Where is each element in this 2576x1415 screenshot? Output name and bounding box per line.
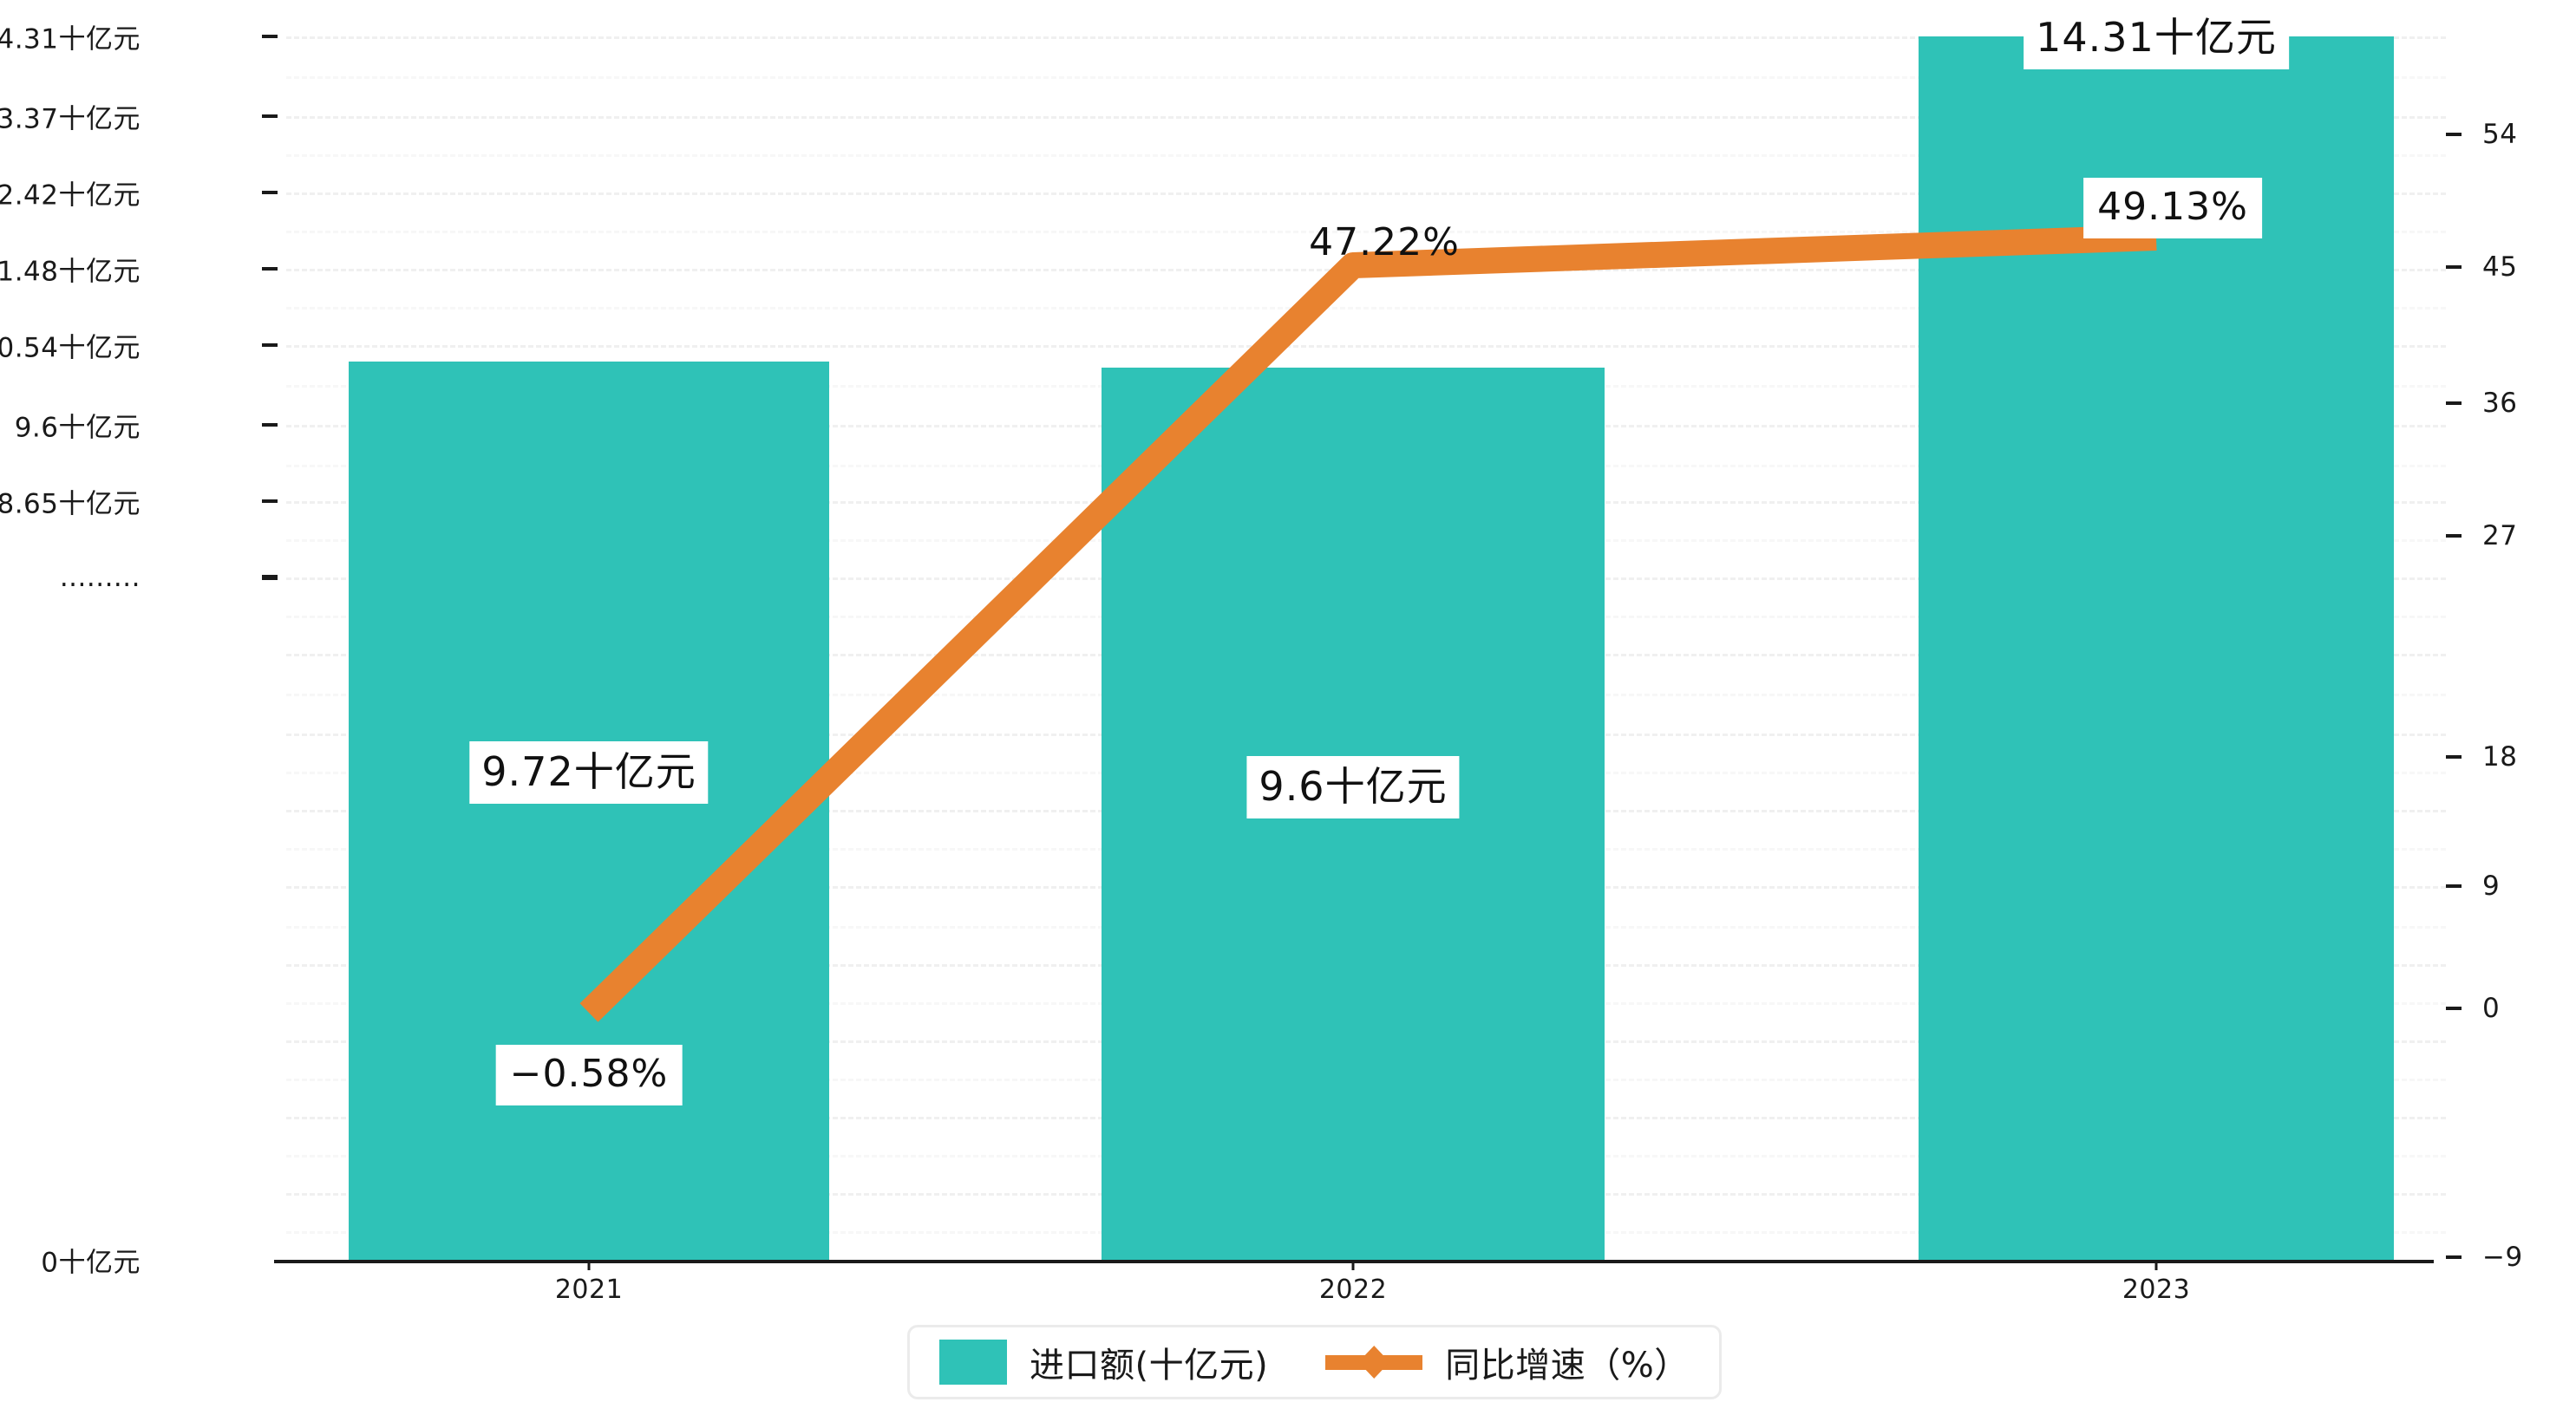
ytick-dash-right	[2446, 884, 2462, 888]
ytick-dash-left	[262, 423, 278, 427]
gridline-minor	[286, 76, 2446, 79]
ytick-dash-left	[262, 191, 278, 194]
ytick-label-left: 11.48十亿元	[0, 256, 141, 288]
ytick-label-right: 45	[2482, 251, 2518, 283]
line-value-label-2021: −0.58%	[495, 1045, 683, 1105]
ytick-label-right: 18	[2482, 741, 2518, 773]
xtick-label-2022: 2022	[1318, 1275, 1388, 1305]
ytick-dash-left	[262, 35, 278, 38]
ytick-label-left-zero: 0十亿元	[41, 1247, 141, 1279]
gridline-major	[286, 36, 2446, 39]
xtick-mark-2021	[587, 1260, 591, 1270]
ytick-dash-left	[262, 267, 278, 271]
line-value-label-2023: 49.13%	[2083, 178, 2262, 238]
ytick-dash-left	[262, 499, 278, 503]
line-value-label-2022: 47.22%	[1309, 220, 1460, 264]
ytick-dash-right	[2446, 534, 2462, 538]
ytick-label-right: 54	[2482, 119, 2518, 150]
ytick-label-left: 14.31十亿元	[0, 23, 141, 55]
ytick-dash-right	[2446, 401, 2462, 405]
xtick-label-2021: 2021	[554, 1275, 624, 1305]
ytick-label-right: 0	[2482, 993, 2501, 1024]
ytick-dash-right	[2446, 755, 2462, 759]
bar-value-label-2021: 9.72十亿元	[469, 741, 709, 804]
ytick-label-right: 27	[2482, 520, 2518, 551]
ytick-dash-left	[262, 575, 278, 580]
ytick-label-right: −9	[2482, 1242, 2523, 1273]
xtick-label-2023: 2023	[2122, 1275, 2191, 1305]
legend-item-import-value[interactable]: 进口额(十亿元)	[939, 1337, 1268, 1387]
xtick-mark-2022	[1351, 1260, 1355, 1270]
ytick-dash-left	[262, 114, 278, 118]
square-swatch-icon	[939, 1340, 1007, 1385]
ytick-dash-left	[262, 343, 278, 347]
ytick-label-right: 36	[2482, 388, 2518, 419]
gridline-minor	[286, 154, 2446, 157]
ytick-dash-right	[2446, 1007, 2462, 1010]
ytick-label-left: 12.42十亿元	[0, 179, 141, 212]
ytick-label-left: 8.65十亿元	[0, 488, 141, 520]
ytick-label-right: 9	[2482, 871, 2501, 902]
ytick-label-left: 9.6十亿元	[14, 412, 141, 444]
ytick-label-left: 10.54十亿元	[0, 332, 141, 364]
legend-label-growth-rate: 同比增速（%）	[1445, 1346, 1690, 1386]
line-diamond-icon	[1325, 1340, 1423, 1385]
gridline-major	[286, 192, 2446, 195]
ytick-dash-right	[2446, 133, 2462, 136]
ytick-label-left: 13.37十亿元	[0, 103, 141, 135]
ytick-dash-right	[2446, 1255, 2462, 1259]
legend-label-import-value: 进口额(十亿元)	[1030, 1346, 1269, 1386]
ytick-label-left-placeholder: .........	[59, 562, 141, 593]
bar-value-label-2023: 14.31十亿元	[2024, 7, 2289, 69]
chart-legend: 进口额(十亿元) 同比增速（%）	[907, 1325, 1722, 1399]
bar-value-label-2022: 9.6十亿元	[1246, 756, 1460, 818]
diamond-marker-icon	[1358, 1346, 1390, 1379]
xtick-mark-2023	[2154, 1260, 2158, 1270]
bar-2021[interactable]	[349, 362, 829, 1260]
legend-item-growth-rate[interactable]: 同比增速（%）	[1325, 1337, 1690, 1387]
ytick-dash-right	[2446, 265, 2462, 269]
gridline-major	[286, 116, 2446, 119]
